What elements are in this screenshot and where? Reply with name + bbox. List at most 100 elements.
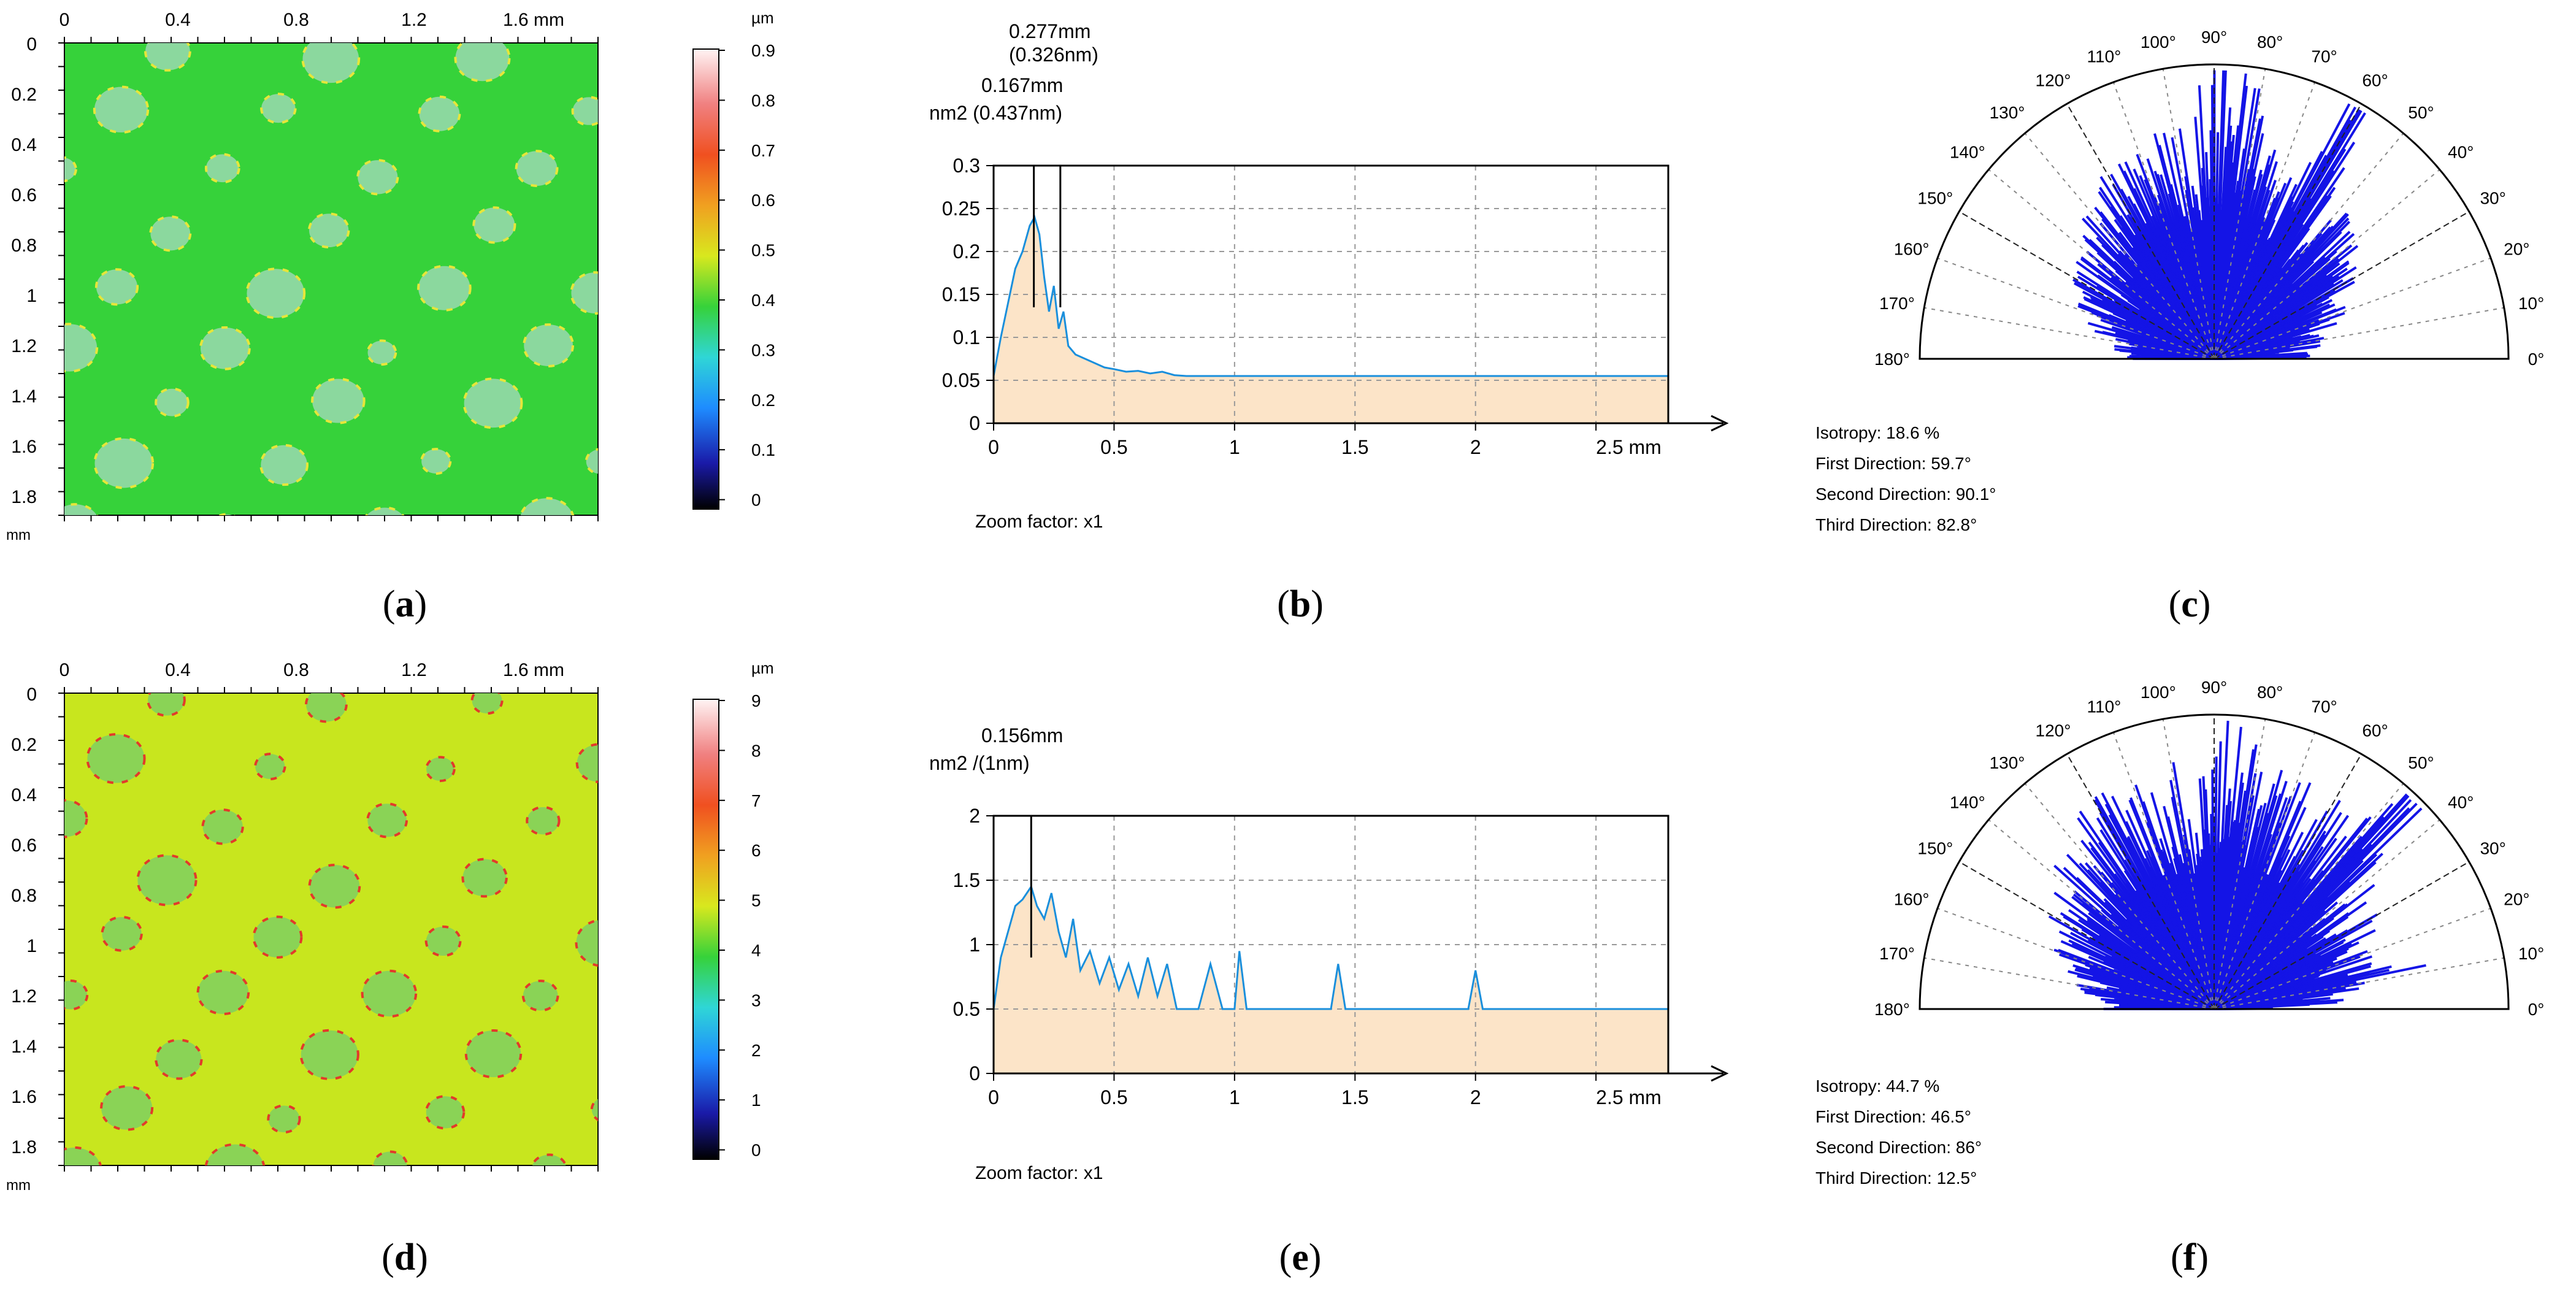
angle-spoke <box>2214 907 2491 1010</box>
angle-spoke <box>2214 103 2362 359</box>
angle-label: 60° <box>2362 721 2388 740</box>
y-tick-label: 1.4 <box>11 1037 37 1057</box>
x-tick-label: 2.5 mm <box>1596 1086 1662 1108</box>
surface-feature <box>462 377 523 429</box>
peak-label-1: 0.156mm <box>981 724 1063 746</box>
y-tick-label: 1.2 <box>11 986 37 1007</box>
surface-feature <box>299 1029 359 1080</box>
surface-feature <box>149 215 192 252</box>
surface-feature <box>301 43 361 85</box>
third-direction-stat: Third Direction: 12.5° <box>1815 1169 1977 1188</box>
angle-spoke <box>2024 132 2215 359</box>
angle-label: 80° <box>2257 683 2283 702</box>
surface-feature <box>526 805 561 836</box>
angle-spoke <box>1988 169 2215 359</box>
panel-a: 0 0.4 0.8 1.2 1.6 mm 0 0.2 0.4 0.6 0.8 1 1.2 1.4 1.6 1… <box>0 0 859 625</box>
angle-spoke <box>2214 819 2440 1010</box>
colorbar-tick-label: 9 <box>751 691 761 710</box>
angle-label: 170° <box>1879 294 1915 313</box>
angle-label: 70° <box>2311 697 2337 716</box>
surface-feature <box>101 916 143 952</box>
panel-b: 0.277mm (0.326nm) 0.167mm nm2 (0.437nm) … <box>859 0 1779 625</box>
y-tick-label: 0.25 <box>942 198 980 220</box>
colorbar-tick-label: 0.8 <box>751 91 775 110</box>
y-tick-label: 0.6 <box>11 185 37 205</box>
surface-feature <box>365 506 405 515</box>
y-unit-label: nm2 /(1nm) <box>929 752 1030 774</box>
y-tick-label: 1.6 <box>11 1087 37 1107</box>
y-tick-label: 1.5 <box>953 869 980 891</box>
angle-label: 10° <box>2518 944 2544 963</box>
angle-label: 110° <box>2087 47 2122 66</box>
angle-label: 130° <box>1990 103 2025 122</box>
x-tick-label: 0 <box>988 1086 999 1108</box>
surface-feature <box>461 858 508 898</box>
angle-label: 70° <box>2311 47 2337 66</box>
colorbar-tick-label: 0 <box>751 1141 761 1160</box>
x-axis-arrow <box>1711 415 1729 432</box>
third-direction-stat: Third Direction: 82.8° <box>1815 515 1977 534</box>
axis-unit-label: mm <box>6 527 31 543</box>
surface-feature <box>308 212 350 249</box>
surface-feature <box>64 503 99 515</box>
x-tick-label: 0 <box>988 436 999 458</box>
surface-feature <box>201 808 244 845</box>
surface-feature <box>64 799 88 839</box>
surface-feature <box>637 389 678 424</box>
angle-label: 160° <box>1894 889 1930 908</box>
caption-d: (d) <box>381 1237 428 1278</box>
angle-label: 150° <box>1917 839 1953 858</box>
x-tick-label: 0.8 <box>283 10 309 30</box>
surface-feature <box>64 979 89 1011</box>
polar-frame <box>1919 713 2510 1010</box>
x-tick-label: 1.5 <box>1341 1086 1368 1108</box>
angle-spoke <box>1937 907 2215 1010</box>
angle-label: 140° <box>1950 143 1985 162</box>
y-tick-label: 1.8 <box>11 1137 37 1157</box>
surface-feature <box>472 206 516 244</box>
colorbar <box>692 699 719 1160</box>
angle-spoke <box>2162 719 2215 1010</box>
surface-feature <box>100 1085 154 1131</box>
surface-feature <box>784 210 834 253</box>
angle-spoke <box>2214 783 2404 1010</box>
angle-spoke <box>2214 719 2266 1010</box>
angle-label: 90° <box>2201 28 2227 47</box>
y-tick-label: 0.2 <box>953 240 980 263</box>
zoom-label: Zoom factor: x1 <box>975 1163 1103 1183</box>
surface-feature <box>787 862 824 894</box>
surface-feature <box>631 697 661 723</box>
map-surface <box>64 42 599 516</box>
surface-feature <box>366 802 408 839</box>
spectrum-chart-e: 0.156mm nm2 /(1nm) Zoom factor: x1 0 0.5 1… <box>929 724 1729 1183</box>
surface-feature <box>418 95 461 132</box>
angle-label: 50° <box>2408 753 2434 772</box>
y-tick-label: 1 <box>969 934 980 956</box>
y-tick-label: 0 <box>26 685 37 705</box>
surface-feature <box>850 804 859 832</box>
surface-feature <box>425 756 456 783</box>
surface-feature <box>260 93 297 125</box>
surface-feature <box>640 1041 670 1067</box>
surface-feature <box>204 1143 266 1165</box>
angle-label: 30° <box>2480 189 2505 208</box>
angle-label: 40° <box>2448 143 2474 162</box>
surface-feature <box>199 326 251 370</box>
angle-label: 130° <box>1990 753 2025 772</box>
first-direction-stat: First Direction: 46.5° <box>1815 1107 1971 1126</box>
x-tick-label: 0 <box>59 10 70 30</box>
y-tick-label: 0.15 <box>942 283 980 305</box>
surface-feature <box>843 495 859 541</box>
angle-label: 140° <box>1950 793 1985 812</box>
colorbar-tick-label: 0.7 <box>751 141 775 160</box>
angle-spoke <box>2024 783 2215 1010</box>
y-unit-label: nm2 (0.437nm) <box>929 102 1062 124</box>
surface-feature <box>424 1095 466 1130</box>
polar-chart-f: 0° 10° 20° 30° 40° 50° 60° 70° 80° 90° 100° 110° 120… <box>1874 678 2544 1019</box>
angle-label: 180° <box>1874 350 1910 369</box>
surface-feature <box>420 448 452 475</box>
angle-spoke <box>2162 69 2215 359</box>
colorbar-unit: µm <box>751 9 774 27</box>
surface-feature <box>682 1154 736 1200</box>
colorbar-tick-label: 0.1 <box>751 440 775 459</box>
